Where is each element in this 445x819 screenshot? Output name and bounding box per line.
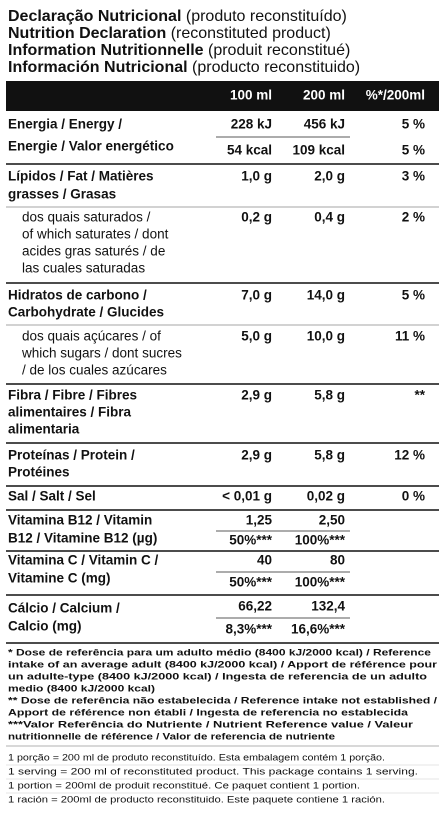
cell-value: 40 <box>257 553 272 568</box>
cell-value: 66,22 <box>238 599 272 614</box>
title-bold: Nutrition Declaration <box>8 25 166 42</box>
cell-value: 2,50 <box>319 513 345 528</box>
row-label: which sugars / dont sucres <box>21 346 182 361</box>
title-line: Información Nutricional (producto recons… <box>8 59 360 76</box>
title-normal: (reconstituted product) <box>171 25 331 42</box>
cell-value: 16,6%*** <box>291 622 346 637</box>
serving-note: 1 serving = 200 ml of reconstituted prod… <box>8 767 418 778</box>
header-bar <box>6 81 439 111</box>
cell-value: 3 % <box>402 169 425 184</box>
cell-value: 456 kJ <box>304 117 345 132</box>
cell-value: 11 % <box>395 329 425 344</box>
row-label: las cuales saturadas <box>22 261 145 276</box>
title-line: Nutrition Declaration (reconstituted pro… <box>8 25 331 42</box>
cell-value: 5,8 g <box>314 388 345 403</box>
row-label: Hidratos de carbono / <box>8 288 147 303</box>
row-label: Energia / Energy / <box>8 117 122 132</box>
cell-value: 2 % <box>402 210 425 225</box>
cell-value: 1,25 <box>246 513 273 528</box>
footnote: ***Valor Referência do Nutriente / Nutri… <box>8 720 413 731</box>
cell-value: 54 kcal <box>227 143 272 158</box>
row-label: Vitamine C (mg) <box>8 571 111 586</box>
cell-value: 5,8 g <box>314 448 345 463</box>
cell-value: 5,0 g <box>241 329 272 344</box>
cell-value: 80 <box>330 553 345 568</box>
title-line: Information Nutritionnelle (produit reco… <box>8 42 350 59</box>
row-label: Cálcio / Calcium / <box>8 601 120 616</box>
cell-value: 50%*** <box>229 533 273 548</box>
title-normal: (producto reconstituido) <box>192 59 360 76</box>
footnote: Apport de référence non établi / Ingesta… <box>8 708 409 719</box>
row-label: Proteínas / Protein / <box>8 448 135 463</box>
cell-value: 0,02 g <box>307 489 345 504</box>
title-normal: (produto reconstituído) <box>186 8 347 25</box>
cell-value: 10,0 g <box>307 329 345 344</box>
cell-value: 100%*** <box>295 575 346 590</box>
cell-value: 132,4 <box>311 599 345 614</box>
footnote: un adulte-type (8400 kJ/2000 kcal) / Ing… <box>8 672 427 683</box>
footnote: medio (8400 kJ/2000 kcal) <box>8 684 155 695</box>
cell-value: 50%*** <box>229 575 273 590</box>
serving-note: 1 ración = 200ml de producto reconstitui… <box>8 795 385 806</box>
cell-value: 12 % <box>394 448 425 463</box>
cell-value: 2,9 g <box>241 388 272 403</box>
title-bold: Declaração Nutricional <box>8 8 181 25</box>
row-label: Protéines <box>8 465 70 480</box>
cell-value: 0,2 g <box>241 210 272 225</box>
cell-value: 0 % <box>402 489 425 504</box>
footnote: nutritionnelle de référence / Valor de r… <box>8 732 335 743</box>
row-label: Vitamina B12 / Vitamin <box>8 513 152 528</box>
row-label: dos quais saturados / <box>22 210 151 225</box>
row-label: Sal / Salt / Sel <box>8 489 96 504</box>
cell-value: 5 % <box>402 143 425 158</box>
title-bold: Information Nutritionnelle <box>8 42 204 59</box>
title-line: Declaração Nutricional (produto reconsti… <box>8 8 347 25</box>
cell-value: 109 kcal <box>292 143 345 158</box>
row-label: Fibra / Fibre / Fibres <box>8 388 137 403</box>
cell-value: ** <box>414 388 425 403</box>
cell-value: 100%*** <box>295 533 346 548</box>
column-header: %*/200ml <box>366 88 425 103</box>
row-label: Carbohydrate / Glucides <box>8 305 164 320</box>
serving-note: 1 porção = 200 ml de produto reconstituí… <box>8 753 385 764</box>
cell-value: 1,0 g <box>241 169 272 184</box>
column-header: 200 ml <box>303 88 345 103</box>
cell-value: 228 kJ <box>231 117 272 132</box>
row-label: dos quais açúcares / of <box>22 329 161 344</box>
cell-value: 7,0 g <box>241 288 272 303</box>
cell-value: 5 % <box>402 288 425 303</box>
row-label: acides gras saturés / de <box>22 244 165 259</box>
footnote: ** Dose de referência não estabelecida /… <box>8 696 437 707</box>
cell-value: < 0,01 g <box>222 489 272 504</box>
cell-value: 5 % <box>402 117 425 132</box>
cell-value: 2,9 g <box>241 448 272 463</box>
row-label: B12 / Vitamine B12 (µg) <box>8 531 157 546</box>
row-label: Calcio (mg) <box>8 619 82 634</box>
serving-note: 1 portion = 200ml de produit reconstitué… <box>8 781 360 792</box>
cell-value: 0,4 g <box>314 210 345 225</box>
row-label: Energie / Valor energético <box>8 139 174 154</box>
title-bold: Información Nutricional <box>8 59 188 76</box>
row-label: / de los cuales azúcares <box>22 363 167 378</box>
footnote: * Dose de referência para um adulto médi… <box>8 648 431 659</box>
row-label: alimentaires / Fibra <box>8 405 132 420</box>
column-header: 100 ml <box>230 88 272 103</box>
row-label: alimentaria <box>8 422 80 437</box>
row-label: Vitamina C / Vitamin C / <box>8 553 159 568</box>
row-label: grasses / Grasas <box>8 187 116 202</box>
row-label: of which saturates / dont <box>22 227 169 242</box>
cell-value: 14,0 g <box>307 288 345 303</box>
footnote: intake of an average adult (8400 kJ/2000… <box>8 660 437 671</box>
cell-value: 8,3%*** <box>225 622 272 637</box>
title-normal: (produit reconstitué) <box>208 42 350 59</box>
cell-value: 2,0 g <box>314 169 345 184</box>
row-label: Lípidos / Fat / Matières <box>8 169 154 184</box>
